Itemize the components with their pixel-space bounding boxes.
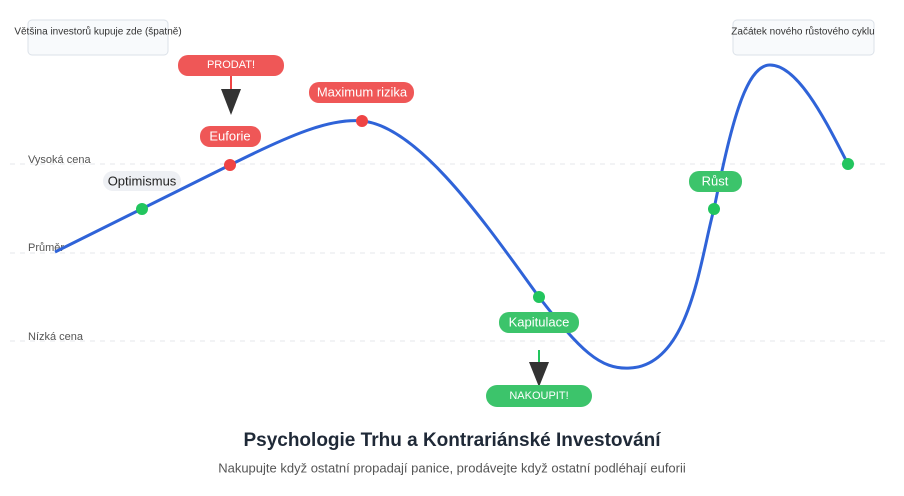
phase-label: Optimismus	[108, 173, 177, 188]
title: Psychologie Trhu a Kontrariánské Investo…	[243, 430, 661, 451]
level-label: Vysoká cena	[28, 154, 91, 166]
grid	[10, 163, 890, 342]
phase-pill	[689, 171, 742, 192]
phase-label: Euforie	[209, 128, 250, 143]
phase-pill	[103, 171, 181, 191]
phase-pill	[309, 82, 414, 103]
phase-label: Růst	[702, 173, 729, 188]
note-box	[732, 19, 875, 56]
arrow-head	[221, 89, 241, 115]
phase-dot	[842, 158, 854, 170]
action-label: PRODAT!	[207, 59, 255, 71]
note-text: Většina investorů kupuje zde (špatně)	[14, 26, 181, 38]
level-label: Nízká cena	[28, 331, 84, 343]
subtitle: Nakupujte když ostatní propadají panice,…	[218, 460, 686, 475]
action-pill	[178, 55, 284, 76]
action-label: NAKOUPIT!	[509, 390, 568, 402]
phase-dot	[708, 203, 720, 215]
phase-dot	[533, 291, 545, 303]
phase-pill	[200, 126, 261, 147]
phase-label: Maximum rizika	[317, 84, 408, 99]
phase-dot	[136, 203, 148, 215]
phase-dot	[224, 159, 236, 171]
phase-label: Kapitulace	[509, 314, 570, 329]
phase-pill	[499, 312, 579, 333]
market-curve	[54, 63, 850, 370]
note-box	[27, 19, 169, 56]
level-label: Průměr	[28, 242, 64, 254]
note-text: Začátek nového růstového cyklu	[731, 26, 874, 38]
action-pill	[486, 385, 592, 407]
phase-dot	[356, 115, 368, 127]
arrow-head	[529, 362, 549, 387]
